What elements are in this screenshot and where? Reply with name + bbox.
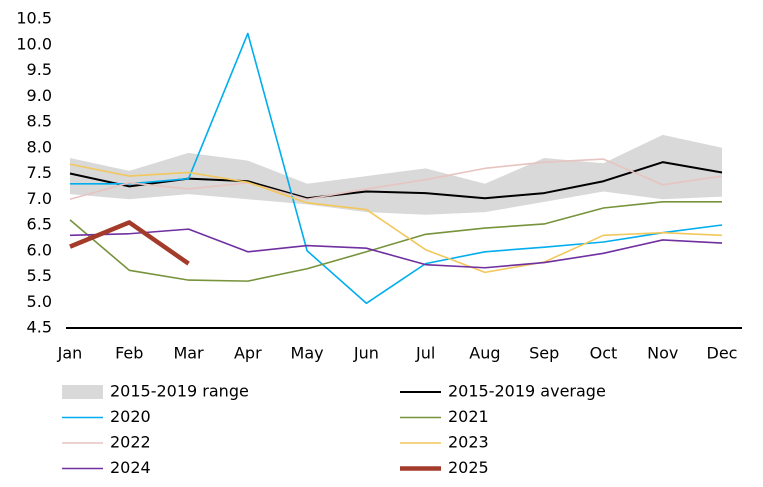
legend-swatch: [62, 385, 103, 399]
x-tick-label: Jul: [415, 344, 435, 363]
y-tick-label: 8.5: [27, 112, 52, 131]
y-tick-label: 9.0: [27, 86, 52, 105]
series-line: [69, 201, 722, 282]
y-tick-label: 7.0: [27, 189, 52, 208]
y-tick-label: 10.0: [16, 34, 52, 53]
legend-label: 2021: [448, 407, 489, 426]
x-tick-label: Oct: [590, 344, 618, 363]
y-tick-label: 5.0: [27, 292, 52, 311]
x-tick-label: May: [291, 344, 324, 363]
series-line: [69, 163, 723, 274]
x-tick-label: Feb: [115, 344, 143, 363]
legend-label: 2015-2019 range: [110, 382, 249, 401]
legend-label: 2020: [110, 407, 151, 426]
y-tick-label: 4.5: [27, 318, 52, 337]
y-tick-label: 9.5: [27, 60, 52, 79]
x-tick-label: Jun: [353, 344, 379, 363]
y-tick-label: 5.5: [27, 266, 52, 285]
y-tick-label: 6.5: [27, 215, 52, 234]
y-tick-label: 7.5: [27, 163, 52, 182]
legend-label: 2024: [110, 458, 151, 477]
series-line: [69, 228, 723, 269]
x-tick-label: Apr: [234, 344, 262, 363]
x-tick-label: Nov: [647, 344, 678, 363]
y-tick-label: 10.5: [16, 9, 52, 28]
series-line: [69, 158, 723, 201]
legend-label: 2015-2019 average: [448, 382, 606, 401]
legend-label: 2023: [448, 433, 489, 452]
series-line: [69, 220, 190, 266]
x-tick-label: Mar: [173, 344, 204, 363]
x-tick-label: Jan: [57, 344, 83, 363]
y-tick-label: 6.0: [27, 240, 52, 259]
legend-label: 2025: [448, 458, 489, 477]
x-tick-label: Aug: [469, 344, 500, 363]
x-tick-label: Dec: [707, 344, 738, 363]
legend-label: 2022: [110, 433, 151, 452]
series-line: [70, 32, 723, 305]
x-tick-label: Sep: [529, 344, 559, 363]
range-band: [70, 134, 722, 215]
y-tick-label: 8.0: [27, 137, 52, 156]
